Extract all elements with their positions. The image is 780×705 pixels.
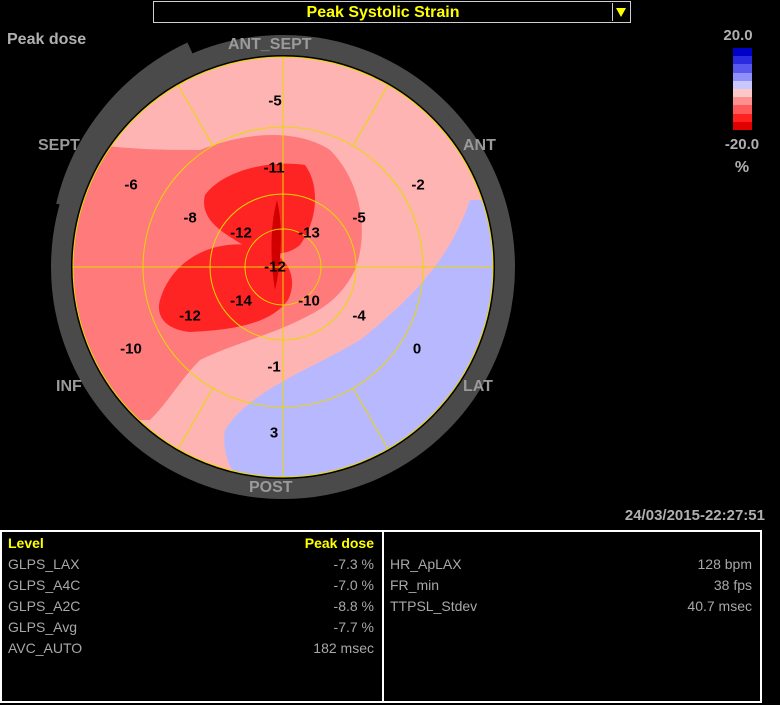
row-value: 182 msec xyxy=(313,640,374,656)
table-row: GLPS_LAX -7.3 % xyxy=(8,556,374,577)
row-value: 38 fps xyxy=(713,577,752,593)
segment-value: -14 xyxy=(230,292,252,310)
row-key: GLPS_Avg xyxy=(8,619,78,635)
row-key: GLPS_A4C xyxy=(8,577,81,593)
label-post: POST xyxy=(249,479,293,496)
acquisition-info-panel: HR_ApLAX 128 bpm FR_min 38 fps TTPSL_Stdev 40… xyxy=(382,530,762,703)
row-key: TTPSL_Stdev xyxy=(390,598,478,614)
scale-swatch xyxy=(733,97,752,106)
label-ant: ANT xyxy=(463,137,496,154)
segment-value: -10 xyxy=(120,340,142,358)
table-row: AVC_AUTO 182 msec xyxy=(8,640,374,661)
table-row: FR_min 38 fps xyxy=(390,577,752,598)
label-lat: LAT xyxy=(463,378,493,395)
dropdown-selected-value: Peak Systolic Strain xyxy=(306,4,460,21)
timestamp: 24/03/2015-22:27:51 xyxy=(624,507,765,524)
header-level: Level xyxy=(8,535,44,551)
parameter-dropdown[interactable]: Peak Systolic Strain xyxy=(153,1,631,23)
row-key: GLPS_LAX xyxy=(8,556,80,572)
row-value: -7.3 % xyxy=(333,556,374,572)
table-row: GLPS_Avg -7.7 % xyxy=(8,619,374,640)
scale-swatch xyxy=(733,105,752,114)
segment-value: -6 xyxy=(124,176,138,194)
scale-swatch xyxy=(733,56,752,65)
segment-value: 3 xyxy=(269,424,279,442)
scale-swatch xyxy=(733,64,752,73)
row-value: 40.7 msec xyxy=(687,598,752,614)
outer-arc-left xyxy=(56,42,193,207)
segment-value: -4 xyxy=(352,307,366,325)
table-row: TTPSL_Stdev 40.7 msec xyxy=(390,598,752,619)
segment-grid xyxy=(72,56,494,478)
row-value: -7.0 % xyxy=(333,577,374,593)
segment-value: -11 xyxy=(263,159,285,177)
segment-value-apex: -12 xyxy=(264,258,286,276)
scale-swatch xyxy=(733,72,752,81)
scale-swatch xyxy=(733,48,752,57)
segment-value: -12 xyxy=(230,224,252,242)
row-value: -7.7 % xyxy=(333,619,374,635)
segment-value: 0 xyxy=(412,340,422,358)
row-value: 128 bpm xyxy=(697,556,752,572)
scale-swatch xyxy=(733,80,752,90)
header-peak-dose: Peak dose xyxy=(304,535,374,551)
segment-value: -8 xyxy=(183,209,197,227)
segment-value: -5 xyxy=(352,209,366,227)
scale-unit-label: % xyxy=(734,159,750,176)
row-key: HR_ApLAX xyxy=(390,556,462,572)
table-row: GLPS_A4C -7.0 % xyxy=(8,577,374,598)
label-ant-sept: ANT_SEPT xyxy=(228,36,312,53)
color-scale-bar xyxy=(733,48,752,131)
outer-ring xyxy=(51,35,515,499)
scale-swatch xyxy=(733,113,752,122)
label-inf: INF xyxy=(56,378,82,395)
scale-max-label: 20.0 xyxy=(723,27,753,44)
label-sept: SEPT xyxy=(38,137,80,154)
row-key: FR_min xyxy=(390,577,440,593)
row-key: GLPS_A2C xyxy=(8,598,81,614)
segment-value: -2 xyxy=(411,176,425,194)
segment-value: -13 xyxy=(298,224,320,242)
scale-swatch xyxy=(733,121,752,131)
row-key: AVC_AUTO xyxy=(8,640,83,656)
row-value: -8.8 % xyxy=(333,598,374,614)
scale-min-label: -20.0 xyxy=(724,136,760,153)
table-row: GLPS_A2C -8.8 % xyxy=(8,598,374,619)
segment-value: -10 xyxy=(298,292,320,310)
scale-swatch xyxy=(733,89,752,98)
segment-value: -1 xyxy=(267,358,281,376)
table-row: HR_ApLAX 128 bpm xyxy=(390,556,752,577)
segment-value: -5 xyxy=(268,92,282,110)
panel-header: Level Peak dose xyxy=(8,535,374,556)
chevron-down-icon[interactable] xyxy=(612,3,629,21)
bullseye-plot xyxy=(51,35,515,499)
segment-value: -12 xyxy=(179,307,201,325)
dataset-label: Peak dose xyxy=(7,31,87,48)
global-strain-panel: Level Peak dose GLPS_LAX -7.3 % GLPS_A4C -7… xyxy=(0,530,384,703)
